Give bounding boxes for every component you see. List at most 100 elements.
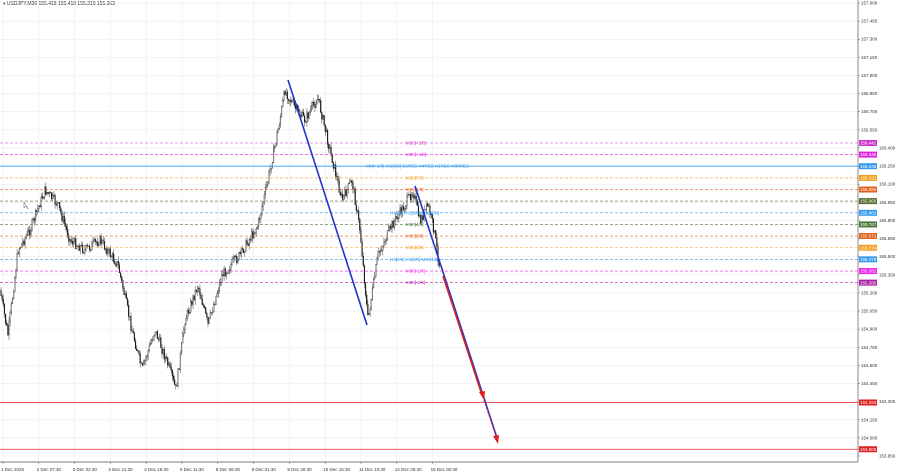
candle <box>39 205 41 208</box>
candle <box>147 350 149 357</box>
candle <box>78 245 80 251</box>
triangle-down-icon[interactable]: ▾ <box>3 1 6 7</box>
candle <box>156 331 158 339</box>
price-tag-label: 156.345 <box>860 152 877 157</box>
candle <box>85 244 87 250</box>
candle <box>134 340 137 349</box>
candle <box>363 265 365 284</box>
candle <box>29 229 31 236</box>
candle <box>91 242 93 251</box>
candle <box>192 295 194 305</box>
candle <box>310 105 313 111</box>
candle <box>160 337 162 348</box>
candle <box>193 295 195 300</box>
level-label: M30[4/8] <box>406 222 424 227</box>
y-tick-label: 154.600 <box>861 363 878 368</box>
candle <box>54 195 56 205</box>
candle <box>312 102 314 106</box>
price-tag <box>859 233 877 240</box>
candle <box>15 270 17 278</box>
candle <box>186 309 188 319</box>
candle <box>25 235 27 239</box>
candle <box>371 287 373 300</box>
candle <box>324 124 326 132</box>
price-tag <box>859 399 877 406</box>
candle <box>14 277 16 292</box>
candle <box>83 252 85 254</box>
y-tick-label: 156.700 <box>861 109 878 114</box>
price-tag-label: 153.906 <box>860 447 877 452</box>
candle <box>350 180 352 183</box>
candle <box>121 276 123 281</box>
candle <box>183 329 185 334</box>
forecast-line <box>442 275 483 396</box>
candle <box>348 182 350 184</box>
y-tick-label: 157.450 <box>861 19 878 24</box>
candle <box>318 99 321 101</box>
y-tick-label: 154.150 <box>861 417 878 422</box>
candle <box>7 325 9 336</box>
candle <box>404 208 406 211</box>
candle <box>389 225 391 229</box>
candle <box>59 202 61 209</box>
candle <box>149 343 152 346</box>
candle <box>369 309 371 314</box>
candle <box>155 331 157 333</box>
candle <box>381 250 383 252</box>
candle <box>11 298 14 304</box>
candle <box>266 184 268 188</box>
candle <box>164 357 167 360</box>
candle <box>253 233 255 239</box>
candle <box>368 313 370 315</box>
candle <box>153 335 155 340</box>
y-tick-label: 154.450 <box>861 381 878 386</box>
candle <box>412 194 414 196</box>
y-tick-label: 155.800 <box>879 218 896 223</box>
candle <box>189 312 191 314</box>
candle <box>43 197 45 199</box>
candle <box>72 241 75 245</box>
candle <box>238 252 240 261</box>
candle <box>221 274 223 283</box>
candle <box>120 272 122 277</box>
candle <box>82 244 84 253</box>
candle <box>206 313 208 318</box>
candle <box>175 384 177 386</box>
price-tag-label: 156.249 <box>860 164 877 169</box>
y-tick-label: 154.000 <box>861 435 878 440</box>
trend-line-2 <box>414 185 498 439</box>
level-label: M30[+2/8] <box>406 141 426 146</box>
candle <box>10 303 12 313</box>
symbol-info: USDJPY,M30 155.418 155.418 155.319 155.3… <box>6 1 115 7</box>
candle <box>167 357 169 366</box>
candle <box>329 146 331 149</box>
candle <box>286 91 288 100</box>
candle <box>97 242 99 246</box>
candle <box>130 316 132 331</box>
candle <box>283 91 285 101</box>
candle <box>44 186 46 198</box>
price-tag-label: 154.293 <box>860 400 877 405</box>
candle <box>322 115 324 120</box>
x-tick-label: 2 Dec 07:30 <box>37 467 62 472</box>
candle <box>256 226 258 229</box>
candle <box>263 194 265 203</box>
candle <box>125 293 127 299</box>
candle <box>309 110 311 113</box>
candle <box>306 112 308 123</box>
y-tick-label: 156.550 <box>861 127 878 132</box>
y-tick-label: 155.650 <box>879 236 896 241</box>
candle <box>373 278 375 289</box>
candle <box>243 249 245 253</box>
candle <box>400 207 402 214</box>
candle <box>338 180 340 193</box>
candle <box>116 261 118 267</box>
candle <box>101 240 103 244</box>
candle <box>48 192 50 194</box>
candle <box>271 162 273 169</box>
price-tag-label: 155.285 <box>860 280 877 285</box>
candle <box>314 104 316 108</box>
candle <box>270 167 272 170</box>
candle <box>344 189 346 196</box>
